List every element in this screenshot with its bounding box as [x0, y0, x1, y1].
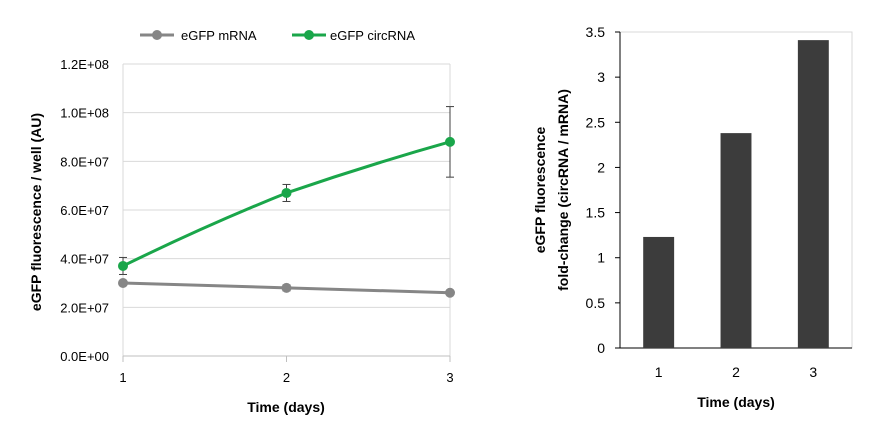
bar-chart-y-ticks: 0 0.5 1 1.5 2 2.5 3 3.5	[586, 24, 852, 356]
x-tick-label: 3	[809, 364, 817, 380]
data-point	[281, 282, 292, 293]
x-tick-label: 2	[732, 364, 740, 380]
x-tick-label: 2	[283, 370, 290, 385]
line-chart-x-ticks: 1 2 3	[119, 356, 454, 385]
data-point	[445, 287, 455, 298]
y-tick-label: 1.5	[586, 205, 606, 221]
series-mrna	[118, 278, 455, 298]
legend-label-circrna: eGFP circRNA	[330, 28, 415, 43]
bar-chart-y-axis-title-line1: eGFP fluorescence	[532, 127, 548, 254]
line-chart-y-axis-title: eGFP fluorescence / well (AU)	[28, 113, 44, 311]
data-point	[118, 260, 128, 271]
line-chart-series	[118, 106, 455, 298]
y-tick-label: 2.0E+07	[60, 300, 109, 315]
line-chart-gridlines	[123, 63, 451, 356]
y-tick-label: 8.0E+07	[60, 154, 109, 169]
bar-chart-x-ticks: 1 2 3	[655, 364, 818, 380]
y-tick-label: 1	[597, 250, 605, 266]
bar	[797, 40, 829, 349]
x-tick-label: 1	[655, 364, 663, 380]
line-chart-legend: eGFP mRNA eGFP circRNA	[140, 28, 415, 43]
y-tick-label: 1.0E+08	[60, 106, 109, 121]
line-chart: 0.0E+00 2.0E+07 4.0E+07 6.0E+07 8.0E+07 1.0E+…	[28, 28, 455, 415]
bar-chart-x-axis-title: Time (days)	[697, 394, 775, 410]
y-tick-label: 2.5	[586, 114, 606, 130]
legend-marker-circrna	[304, 30, 314, 40]
data-point	[118, 278, 128, 288]
y-tick-label: 0.5	[586, 295, 606, 311]
bar-chart-bars	[643, 40, 829, 349]
x-tick-label: 3	[446, 370, 453, 385]
line-chart-x-axis-title: Time (days)	[247, 399, 325, 415]
x-tick-label: 1	[119, 370, 126, 385]
line-chart-y-ticks: 0.0E+00 2.0E+07 4.0E+07 6.0E+07 8.0E+07 1.0E+…	[60, 57, 109, 364]
y-tick-label: 4.0E+07	[60, 252, 109, 267]
bar-chart-y-axis-title-line2: fold-change (circRNA / mRNA)	[555, 89, 571, 291]
y-tick-label: 0.0E+00	[60, 349, 109, 364]
bar	[643, 236, 675, 348]
data-point	[445, 136, 455, 147]
y-tick-label: 0	[597, 340, 605, 356]
y-tick-label: 2	[597, 159, 605, 175]
bar-chart: 0 0.5 1 1.5 2 2.5 3 3.5 1 2 3 Time (days) eGFP fl…	[532, 24, 853, 410]
series-line	[122, 140, 451, 268]
y-tick-label: 3.5	[586, 24, 606, 40]
series-circrna	[118, 106, 455, 275]
y-tick-label: 1.2E+08	[60, 57, 109, 72]
y-tick-label: 6.0E+07	[60, 203, 109, 218]
legend-label-mrna: eGFP mRNA	[181, 28, 257, 43]
bar	[720, 133, 752, 348]
y-tick-label: 3	[597, 69, 605, 85]
legend-marker-mrna	[152, 30, 162, 40]
data-point	[281, 187, 292, 198]
